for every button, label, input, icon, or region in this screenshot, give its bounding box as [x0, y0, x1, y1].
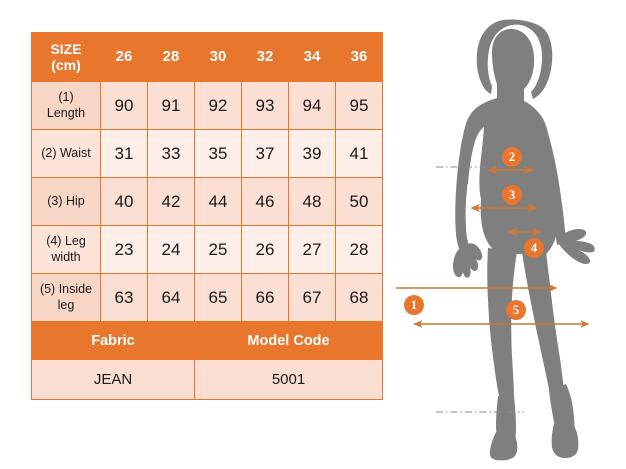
- cell-inside-leg-34: 67: [288, 273, 336, 322]
- row-label-inside-leg-line1: (5) Inside: [39, 281, 93, 296]
- row-label-hip: (3) Hip: [31, 177, 101, 226]
- badge-4-leg-width: 4: [524, 238, 544, 258]
- table-footer-value-row: JEAN 5001: [31, 359, 383, 400]
- cell-waist-32: 37: [241, 129, 289, 178]
- row-label-length-line2: Length: [46, 105, 86, 120]
- row-label-leg-width-line2: width: [51, 249, 81, 264]
- table-header-row: SIZE (cm) 26 28 30 32 34 36: [31, 32, 383, 82]
- row-label-inside-leg: (5) Inside leg: [31, 273, 101, 322]
- table-footer-header-row: Fabric Model Code: [31, 321, 383, 360]
- table-row-leg-width: (4) Leg width 23 24 25 26 27 28: [31, 225, 383, 274]
- size-column-32: 32: [241, 32, 289, 82]
- badge-2-waist: 2: [502, 147, 522, 167]
- cell-hip-26: 40: [100, 177, 148, 226]
- cell-length-36: 95: [335, 81, 383, 130]
- size-column-28: 28: [147, 32, 195, 82]
- cell-hip-32: 46: [241, 177, 289, 226]
- measurement-figure-panel: 1 2 3 4 5: [396, 0, 626, 469]
- cell-leg-width-30: 25: [194, 225, 242, 274]
- cell-waist-28: 33: [147, 129, 195, 178]
- fabric-value: JEAN: [31, 359, 195, 400]
- cell-leg-width-26: 23: [100, 225, 148, 274]
- cell-leg-width-28: 24: [147, 225, 195, 274]
- cell-length-26: 90: [100, 81, 148, 130]
- table-row-waist: (2) Waist 31 33 35 37 39 41: [31, 129, 383, 178]
- size-column-30: 30: [194, 32, 242, 82]
- model-code-value: 5001: [194, 359, 383, 400]
- cell-inside-leg-26: 63: [100, 273, 148, 322]
- cell-inside-leg-36: 68: [335, 273, 383, 322]
- size-header-line1: SIZE: [50, 40, 82, 57]
- cell-inside-leg-30: 65: [194, 273, 242, 322]
- cell-length-32: 93: [241, 81, 289, 130]
- cell-waist-26: 31: [100, 129, 148, 178]
- cell-hip-34: 48: [288, 177, 336, 226]
- size-chart-table: SIZE (cm) 26 28 30 32 34 36 (1) Length 9…: [31, 32, 383, 400]
- cell-waist-36: 41: [335, 129, 383, 178]
- cell-hip-30: 44: [194, 177, 242, 226]
- cell-length-28: 91: [147, 81, 195, 130]
- size-column-36: 36: [335, 32, 383, 82]
- cell-waist-30: 35: [194, 129, 242, 178]
- cell-leg-width-34: 27: [288, 225, 336, 274]
- cell-length-34: 94: [288, 81, 336, 130]
- cell-leg-width-36: 28: [335, 225, 383, 274]
- row-label-length: (1) Length: [31, 81, 101, 130]
- cell-hip-28: 42: [147, 177, 195, 226]
- row-label-leg-width: (4) Leg width: [31, 225, 101, 274]
- table-row-inside-leg: (5) Inside leg 63 64 65 66 67 68: [31, 273, 383, 322]
- silhouette-body-shape: [453, 19, 595, 461]
- fabric-label: Fabric: [31, 321, 195, 360]
- table-row-length: (1) Length 90 91 92 93 94 95: [31, 81, 383, 130]
- row-label-length-line1: (1): [58, 89, 74, 104]
- female-silhouette-diagram: [396, 19, 595, 461]
- cell-hip-36: 50: [335, 177, 383, 226]
- table-row-hip: (3) Hip 40 42 44 46 48 50: [31, 177, 383, 226]
- cell-inside-leg-28: 64: [147, 273, 195, 322]
- cell-inside-leg-32: 66: [241, 273, 289, 322]
- row-label-inside-leg-line2: leg: [57, 297, 75, 312]
- row-label-leg-width-line1: (4) Leg: [46, 233, 86, 248]
- cell-length-30: 92: [194, 81, 242, 130]
- cell-waist-34: 39: [288, 129, 336, 178]
- badge-5-inside-leg: 5: [506, 300, 526, 320]
- badge-1-length: 1: [404, 295, 424, 315]
- badge-3-hip: 3: [502, 185, 522, 205]
- cell-leg-width-32: 26: [241, 225, 289, 274]
- size-header-cell: SIZE (cm): [31, 32, 101, 82]
- model-code-label: Model Code: [194, 321, 383, 360]
- size-column-34: 34: [288, 32, 336, 82]
- size-header-line2: (cm): [51, 57, 81, 73]
- size-column-26: 26: [100, 32, 148, 82]
- row-label-waist: (2) Waist: [31, 129, 101, 178]
